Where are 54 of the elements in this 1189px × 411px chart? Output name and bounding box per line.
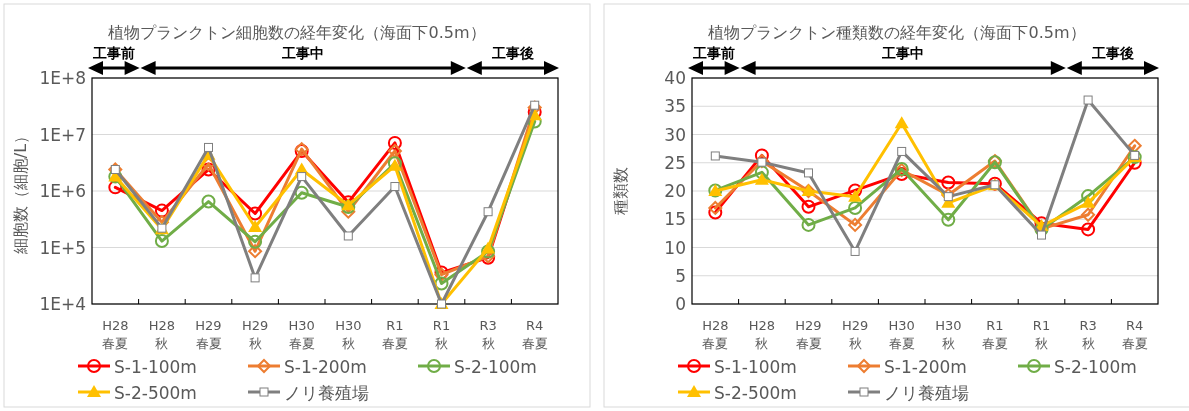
x-tick-label: R3 秋 [1079,318,1097,351]
legend-label: S-1-200m [284,357,367,377]
y-tick-label: 1E+8 [39,68,86,88]
x-tick-label: H28 秋 [748,318,776,351]
y-tick-label: 35 [664,96,686,117]
x-tick-label: R1 春夏 [381,318,408,351]
legend-label: ノリ養殖場 [284,383,369,403]
legend-label: S-2-100m [1054,357,1137,377]
text: 工事後 [1090,45,1134,61]
legend-label: S-2-500m [714,383,797,403]
y-tick-label: 5 [675,265,686,286]
x-tick-label: H30 春夏 [288,318,315,351]
chart-title: 植物プランクトン種類数の経年変化（海面下0.5m） [708,23,1086,42]
y-tick-label: 1E+5 [39,237,86,258]
text: 工事中 [881,45,925,61]
x-tick-label: R1 秋 [432,318,451,351]
x-tick-label: H30 秋 [335,318,362,351]
y-tick-label: 30 [664,124,686,145]
x-tick-label: H28 秋 [148,318,176,351]
legend-label: ノリ養殖場 [884,383,969,403]
text: 工事中 [281,45,325,61]
x-tick-label: H30 春夏 [888,318,915,351]
x-tick-label: R4 春夏 [521,318,548,351]
y-tick-label: 0 [675,294,686,314]
legend-label: S-2-100m [454,357,537,377]
y-tick-label: 15 [664,209,686,230]
legend-label: S-1-200m [884,357,967,377]
y-tick-label: 40 [664,68,686,88]
y-tick-label: 20 [664,181,686,201]
legend-label: S-1-100m [714,357,797,377]
x-tick-label: R1 春夏 [981,318,1008,351]
y-tick-label: 25 [664,152,686,173]
x-tick-label: R1 秋 [1032,318,1051,351]
legend-label: S-1-100m [114,357,197,377]
y-axis-title: 細胞数（細胞/L） [11,127,30,256]
legend-label: S-2-500m [114,383,197,403]
x-tick-label: R3 秋 [479,318,497,351]
x-tick-label: H28 春夏 [102,318,129,351]
y-axis-title: 種類数 [611,167,630,215]
x-tick-label: H29 春夏 [195,318,222,351]
x-tick-label: H28 春夏 [702,318,729,351]
x-tick-label: H30 秋 [935,318,962,351]
y-tick-label: 1E+6 [39,181,86,201]
text: 工事後 [490,45,534,61]
x-tick-label: H29 秋 [841,318,869,351]
chart-title: 植物プランクトン細胞数の経年変化（海面下0.5m） [108,23,486,42]
text: 工事前 [691,45,735,61]
text: 工事前 [91,45,135,61]
y-tick-label: 1E+7 [39,124,86,145]
x-tick-label: R4 春夏 [1121,318,1148,351]
y-tick-label: 10 [664,237,686,258]
x-tick-label: H29 春夏 [795,318,822,351]
x-tick-label: H29 秋 [241,318,269,351]
y-tick-label: 1E+4 [39,294,86,314]
